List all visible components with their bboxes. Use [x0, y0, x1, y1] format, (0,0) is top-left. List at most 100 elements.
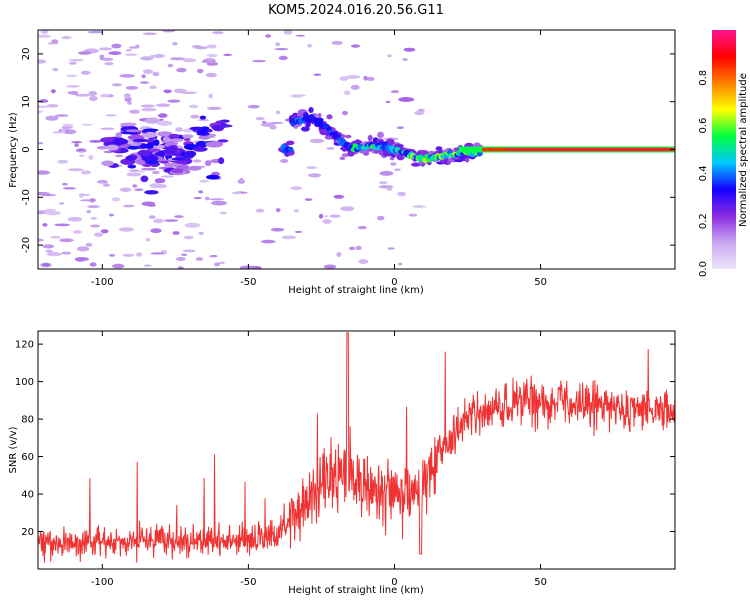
spectrogram-cell: [153, 139, 160, 146]
spectrogram-cell: [198, 231, 204, 235]
spectrogram-cell: [251, 59, 267, 63]
colorbar-tick-label: 0.2: [698, 213, 709, 229]
spectrogram-cell: [156, 103, 171, 107]
spectrogram-cell: [308, 107, 314, 113]
spectrogram-cell: [57, 159, 69, 164]
spectrogram-cell: [255, 208, 265, 213]
spectrogram-cell: [38, 110, 44, 113]
spectrogram-cell: [208, 198, 225, 201]
spectrogram-cell: [208, 93, 213, 99]
spectrogram-cell: [125, 86, 139, 90]
snr-panel: -100 -50 0 50 20 40 60 80 100 120 Height of strai…: [8, 330, 676, 596]
spectrogram-cell: [322, 219, 332, 224]
colorbar-gradient: [712, 30, 736, 269]
y-tick-label: 20: [21, 527, 34, 538]
spectrogram-cell: [195, 257, 204, 261]
spectrogram-cell: [61, 182, 68, 186]
spectrogram-cell: [329, 214, 341, 218]
spectrogram-cell: [247, 104, 260, 109]
spectrogram-cell: [115, 154, 123, 158]
spectrogram-cell: [156, 120, 173, 126]
spectrogram-cell: [175, 127, 184, 132]
spectrogram-cell: [323, 264, 336, 269]
spectrogram-cell: [218, 157, 225, 165]
spectrogram-cell: [61, 125, 74, 129]
spectrogram-cell: [105, 114, 117, 117]
spectrogram-cell: [304, 198, 313, 201]
spectrogram-cell: [295, 34, 305, 37]
colorbar: 0.0 0.2 0.4 0.6 0.8 Normalized spectral ampl…: [698, 30, 749, 277]
spectrogram-cell: [143, 128, 159, 132]
spectrogram-cell: [345, 74, 361, 79]
spectrogram-cell: [217, 139, 229, 143]
spectrogram-cell: [157, 113, 168, 118]
spectrogram-cell: [38, 59, 47, 64]
colorbar-ticks: 0.0 0.2 0.4 0.6 0.8: [698, 70, 709, 277]
spectrogram-cell: [88, 155, 94, 160]
spectrogram-cell: [165, 146, 178, 153]
spectrogram-cell: [126, 172, 142, 177]
spectrogram-cell: [374, 149, 380, 154]
spectrogram-cell: [398, 97, 415, 102]
spectrogram-cell: [102, 183, 111, 187]
spectrogram-cell: [280, 159, 289, 163]
spectrogram-x-axis-label: Height of straight line (km): [288, 285, 424, 296]
spectrogram-cell: [78, 51, 92, 55]
spectrogram-cell: [101, 160, 114, 167]
spectrogram-cell: [390, 162, 397, 166]
spectrogram-cell: [181, 253, 188, 257]
spectrogram-cell: [336, 252, 342, 257]
spectrogram-cell: [100, 127, 115, 130]
spectrogram-cell: [87, 30, 104, 34]
spectrogram-cell: [94, 232, 104, 237]
spectrogram-cell: [51, 39, 59, 44]
spectrogram-cell: [198, 135, 211, 140]
spectrogram-cell: [67, 216, 83, 222]
spectrogram-cell: [189, 126, 203, 131]
spectrogram-cell: [294, 230, 303, 233]
spectrogram-cell: [123, 93, 131, 99]
spectrogram-cell: [79, 248, 87, 252]
spectrogram-cell: [218, 261, 226, 264]
spectrogram-cell: [54, 223, 70, 227]
spectrogram-cell: [305, 121, 311, 128]
spectrogram-cell: [152, 170, 160, 175]
colorbar-tick-label: 0.0: [698, 261, 709, 277]
spectrogram-cell: [58, 202, 65, 205]
spectrogram-cell: [89, 198, 96, 203]
chart-title: KOM5.2024.016.20.56.G11: [268, 3, 444, 18]
spectrogram-cell: [171, 168, 184, 174]
spectrogram-cell: [149, 85, 157, 90]
spectrogram-cell: [164, 219, 179, 222]
y-tick-label: -20: [21, 237, 32, 253]
y-tick-label: 60: [21, 452, 34, 463]
spectrogram-cell: [187, 165, 202, 171]
spectrogram-cell: [40, 30, 49, 34]
snr-x-axis-label: Height of straight line (km): [288, 585, 424, 596]
spectrogram-cell: [111, 197, 121, 202]
spectrogram-cell: [342, 110, 348, 116]
spectrogram-cell: [350, 84, 360, 90]
snr-y-axis-label: SNR (v/v): [8, 426, 19, 473]
spectrogram-cell: [135, 44, 140, 49]
spectrogram-cell: [47, 42, 59, 45]
spectrogram-cell: [38, 142, 44, 145]
spectrogram-cell: [143, 69, 154, 74]
spectrogram-cell: [38, 105, 48, 108]
spectrogram-cell: [379, 170, 394, 176]
colorbar-label: Normalized spectral amplitude: [738, 73, 749, 227]
spectrogram-cell: [355, 245, 362, 251]
spectrogram-cell: [182, 58, 197, 63]
spectrogram-cell: [72, 230, 82, 234]
spectrogram-cell: [290, 94, 303, 98]
spectrogram-cell: [170, 57, 186, 61]
spectrogram-cell: [175, 256, 186, 262]
spectrogram-cell: [366, 76, 375, 81]
spectrogram-cell: [397, 191, 406, 197]
spectrogram-cell: [163, 89, 172, 94]
spectrogram-cell: [66, 74, 78, 78]
spectrogram-cell: [197, 68, 204, 74]
spectrogram-cell: [172, 41, 178, 46]
spectrogram-cell: [262, 120, 266, 124]
